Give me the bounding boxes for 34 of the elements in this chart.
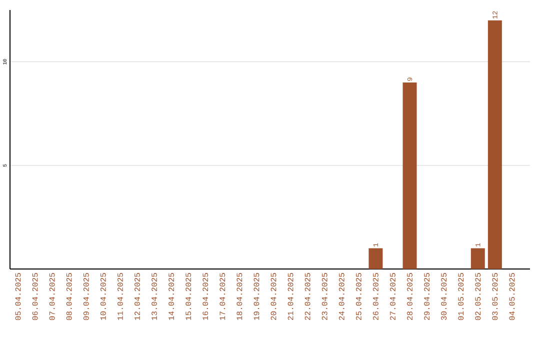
x-tick-label: 02.05.2025 [475, 273, 481, 320]
x-tick-label: 06.04.2025 [32, 273, 38, 320]
bar [368, 248, 383, 269]
x-tick-label: 14.04.2025 [168, 273, 174, 320]
x-tick-label: 05.04.2025 [15, 273, 21, 320]
x-tick-label: 09.04.2025 [83, 273, 89, 320]
x-tick-label: 29.04.2025 [424, 273, 430, 320]
x-tick-label: 13.04.2025 [152, 273, 157, 320]
x-tick-label: 16.04.2025 [202, 273, 208, 320]
x-tick-label: 22.04.2025 [304, 273, 310, 320]
x-tick-label: 03.05.2025 [492, 273, 498, 320]
x-tick-label: 19.04.2025 [254, 273, 260, 320]
x-tick-label: 10.04.2025 [100, 273, 106, 320]
bar [470, 248, 485, 269]
x-tick-label: 28.04.2025 [407, 273, 412, 320]
x-tick-label: 08.04.2025 [66, 273, 72, 320]
x-tick-label: 25.04.2025 [356, 273, 362, 320]
x-tick-label: 12.04.2025 [134, 273, 140, 320]
x-tick-label: 20.04.2025 [270, 273, 276, 320]
x-tick-label: 24.04.2025 [338, 273, 344, 320]
x-tick-label: 15.04.2025 [186, 273, 192, 320]
x-tick-label: 21.04.2025 [288, 273, 294, 320]
bar [488, 20, 502, 269]
x-tick-label: 11.04.2025 [117, 273, 123, 320]
x-tick-label: 01.05.2025 [458, 273, 464, 320]
x-tick-label: 30.04.2025 [441, 273, 447, 320]
x-tick-label: 18.04.2025 [236, 273, 242, 320]
x-tick-label: 26.04.2025 [372, 273, 378, 320]
x-tick-label: 23.04.2025 [322, 273, 328, 320]
x-tick-label: 07.04.2025 [49, 273, 55, 320]
x-tick-label: 17.04.2025 [220, 273, 226, 320]
x-tick-label: 04.05.2025 [509, 273, 515, 320]
x-tick-label: 27.04.2025 [390, 273, 396, 320]
bar [402, 82, 417, 269]
